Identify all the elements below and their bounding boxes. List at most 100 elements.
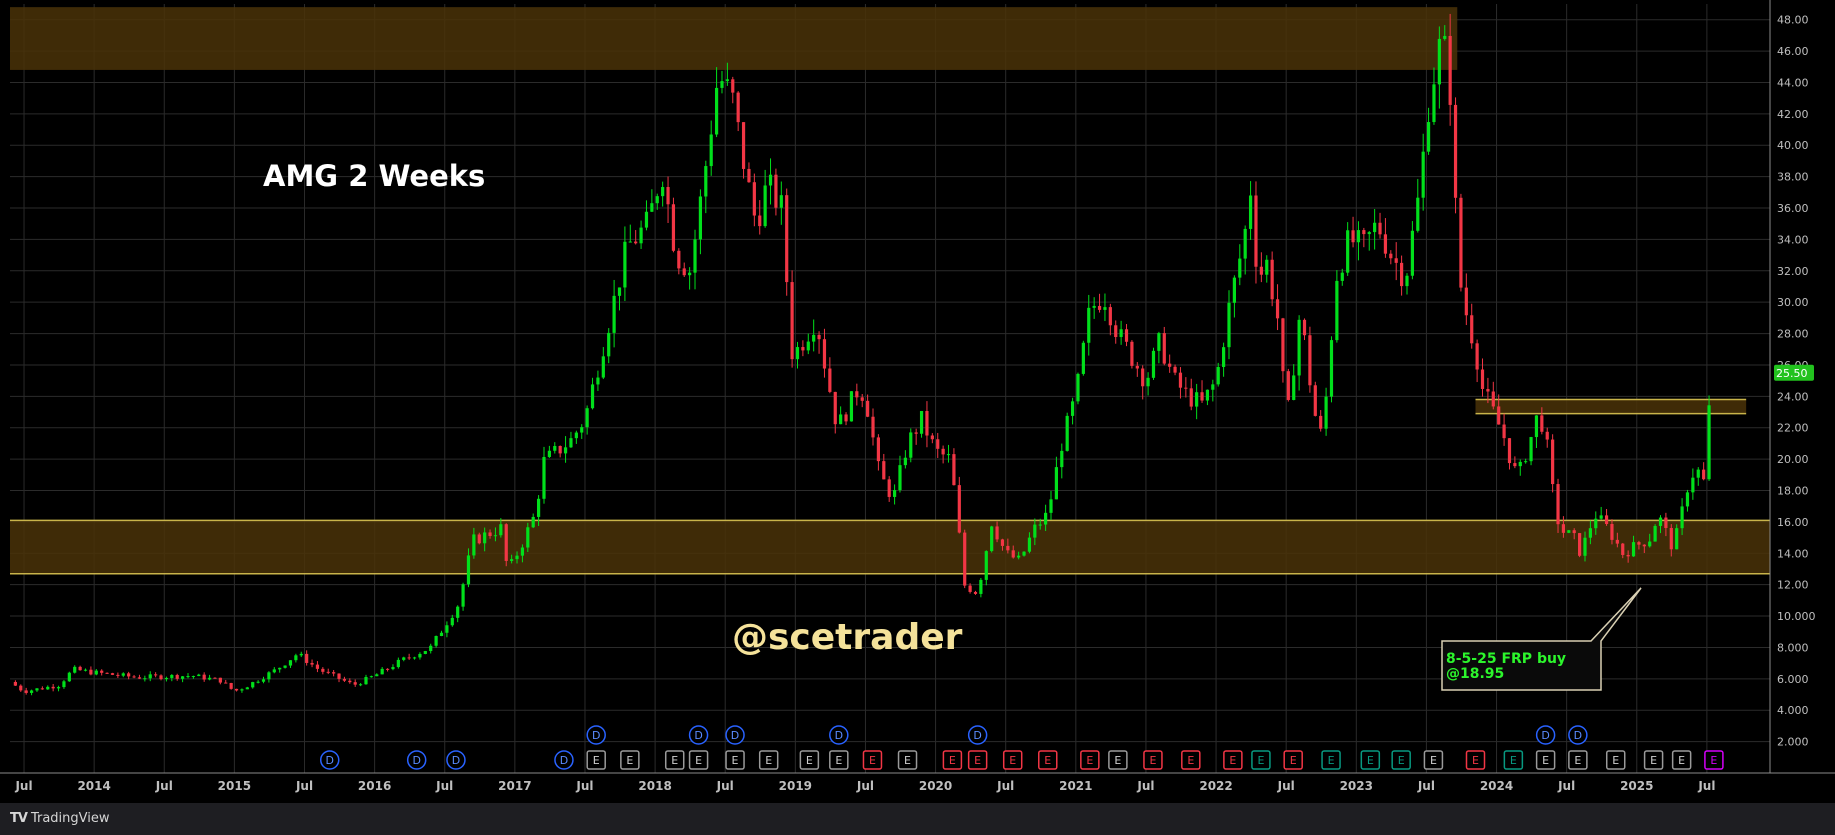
dividend-marker — [554, 750, 574, 770]
candle-body — [1222, 347, 1226, 368]
x-tick-label: Jul — [155, 779, 173, 793]
candle-body — [1367, 232, 1371, 235]
candle-body — [353, 682, 357, 685]
earnings-marker — [829, 750, 849, 770]
candle-body — [979, 579, 983, 594]
candle-body — [1653, 525, 1657, 542]
earnings-marker — [1360, 750, 1381, 770]
annotation-line2: @18.95 — [1446, 666, 1504, 682]
candle-body — [1389, 253, 1393, 259]
x-tick-label: Jul — [716, 779, 734, 793]
candle-body — [1631, 542, 1636, 557]
earnings-marker-label: E — [1086, 754, 1093, 767]
candle-body — [127, 673, 131, 677]
candle-body — [698, 196, 703, 240]
candle-body — [1556, 484, 1560, 525]
candle-body — [1459, 197, 1463, 288]
earnings-marker — [664, 750, 685, 770]
candle-body — [19, 685, 23, 691]
earnings-marker — [1503, 750, 1524, 770]
candle-body — [1561, 524, 1566, 533]
candle-body — [1470, 315, 1474, 344]
candle-body — [89, 669, 93, 675]
candle-body — [1534, 415, 1539, 438]
x-tick-label: Jul — [1697, 779, 1715, 793]
earnings-marker — [799, 750, 820, 770]
candle-body — [520, 547, 525, 556]
candle-body — [903, 457, 907, 466]
candle-body — [785, 195, 789, 283]
brand-label: TradingView — [30, 811, 110, 826]
candle-body — [1356, 230, 1361, 243]
candle-body — [628, 241, 632, 243]
candle-body — [547, 450, 551, 457]
tradingview-brand[interactable]: TV TradingView — [10, 811, 109, 826]
candle-body — [299, 653, 303, 656]
candle-body — [35, 688, 39, 691]
candle-body — [110, 673, 115, 675]
y-tick-label: 2.000 — [1777, 736, 1809, 749]
candle-body — [1583, 537, 1587, 556]
x-tick-label: Jul — [996, 779, 1014, 793]
candle-body — [456, 606, 460, 618]
candle-body — [1448, 35, 1452, 105]
candle-body — [245, 687, 249, 690]
candle-body — [504, 524, 508, 561]
candle-body — [601, 356, 605, 378]
candle-body — [720, 81, 724, 88]
y-tick-label: 16.00 — [1777, 516, 1809, 529]
candle-body — [1248, 195, 1253, 229]
y-tick-label: 42.00 — [1777, 108, 1809, 121]
candle-body — [704, 166, 708, 197]
x-tick-label: Jul — [435, 779, 453, 793]
x-tick-label: Jul — [1557, 779, 1575, 793]
x-tick-label: Jul — [575, 779, 593, 793]
candle-body — [164, 677, 169, 680]
candle-body — [202, 674, 206, 680]
candle-body — [1373, 222, 1377, 233]
candle-body — [116, 674, 120, 676]
candle-body — [822, 339, 827, 369]
candle-body — [1400, 262, 1404, 287]
candle-body — [763, 185, 767, 227]
candle-body — [968, 585, 972, 592]
candle-body — [1076, 373, 1080, 402]
y-tick-label: 32.00 — [1777, 265, 1809, 278]
candle-body — [278, 667, 282, 670]
earnings-marker-label: E — [1510, 754, 1517, 767]
price-chart[interactable]: D D D DDE EDE EDE E EDE E E EDE E E E E E E E E E E E E E E EDEDE… — [0, 0, 1835, 803]
earnings-marker-label: E — [806, 754, 813, 767]
candle-body — [801, 347, 805, 351]
candle-body — [731, 79, 735, 93]
candle-body — [898, 465, 902, 491]
candle-body — [283, 665, 287, 668]
candle-body — [288, 660, 293, 666]
candle-body — [1443, 35, 1447, 39]
x-tick-label: Jul — [1136, 779, 1154, 793]
candle-body — [1265, 259, 1269, 275]
candle-body — [385, 668, 390, 670]
earnings-marker-label: E — [1367, 754, 1374, 767]
candle-body — [197, 674, 201, 677]
candle-body — [1070, 401, 1075, 416]
earnings-marker-label: E — [1257, 754, 1264, 767]
candle-body — [1038, 524, 1042, 526]
candle-body — [515, 555, 519, 560]
candle-body — [1545, 431, 1549, 440]
x-tick-label: Jul — [856, 779, 874, 793]
candle-body — [1286, 371, 1290, 400]
annotation-callout[interactable]: 8-5-25 FRP buy @18.95 — [1441, 587, 1642, 691]
earnings-marker-label: E — [1542, 754, 1549, 767]
candle-body — [984, 551, 988, 580]
earnings-marker-label: E — [1328, 754, 1335, 767]
candle-body — [256, 681, 260, 683]
candle-body — [1065, 415, 1069, 451]
earnings-marker-label: E — [1612, 754, 1619, 767]
candle-body — [224, 682, 228, 684]
candle-body — [1292, 375, 1296, 400]
last-price-badge — [1774, 364, 1814, 381]
candle-body — [159, 675, 163, 680]
candle-body — [1049, 499, 1053, 513]
candle-body — [569, 438, 573, 448]
earnings-marker — [620, 750, 640, 770]
